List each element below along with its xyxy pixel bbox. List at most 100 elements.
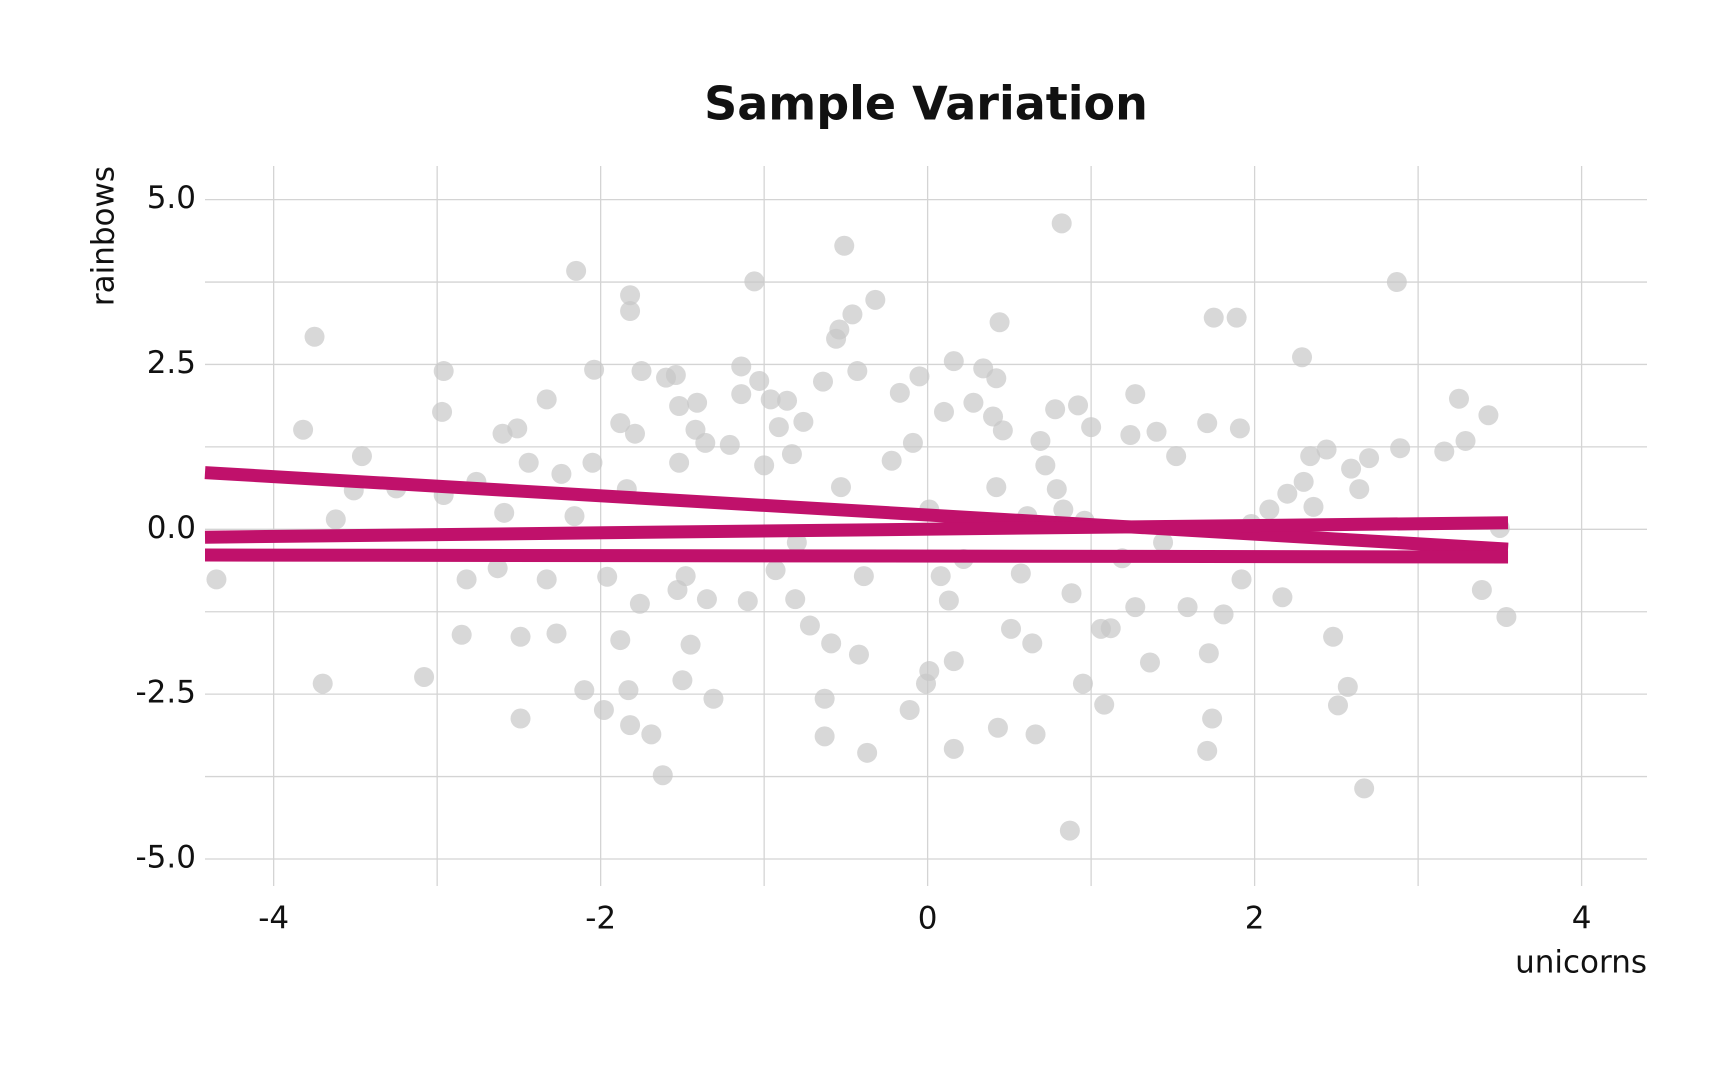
scatter-point (432, 401, 453, 422)
scatter-point (1354, 778, 1375, 799)
scatter-point (546, 623, 567, 644)
y-axis-label: rainbows (86, 166, 122, 306)
x-tick-label: 2 (1245, 901, 1265, 937)
scatter-point (1125, 597, 1146, 618)
scatter-point (731, 384, 752, 405)
scatter-point (1030, 430, 1051, 451)
scatter-point (1001, 618, 1022, 639)
x-tick-label: 0 (918, 901, 938, 937)
x-tick-label: -2 (585, 901, 616, 937)
scatter-point (865, 289, 886, 310)
scatter-point (853, 566, 874, 587)
scatter-point (414, 666, 435, 687)
scatter-point (1068, 395, 1089, 416)
scatter-point (610, 630, 631, 651)
scatter-point (983, 406, 1004, 427)
scatter-point (881, 450, 902, 471)
scatter-point (1046, 479, 1067, 500)
scatter-point (1448, 388, 1469, 409)
scatter-point (899, 699, 920, 720)
x-tick-label: 4 (1572, 901, 1592, 937)
scatter-point (847, 361, 868, 382)
scatter-point (1197, 740, 1218, 761)
scatter-point (494, 502, 515, 523)
scatter-point (325, 509, 346, 530)
scatter-point (1010, 563, 1031, 584)
scatter-point (1226, 307, 1247, 328)
y-tick-label: -2.5 (136, 675, 197, 711)
scatter-point (781, 444, 802, 465)
scatter-point (669, 452, 690, 473)
scatter-point (829, 319, 850, 340)
scatter-point (510, 708, 531, 729)
scatter-point (1434, 441, 1455, 462)
regression-line (204, 516, 1509, 544)
scatter-point (593, 699, 614, 720)
scatter-point (695, 432, 716, 453)
scatter-point (669, 396, 690, 416)
scatter-point (510, 626, 531, 647)
scatter-point (574, 680, 595, 701)
scatter-point (1386, 272, 1407, 293)
scatter-point (1213, 604, 1234, 625)
scatter-point (507, 418, 528, 439)
scatter-point (1051, 213, 1072, 234)
scatter-point (620, 715, 641, 736)
scatter-point (943, 651, 964, 672)
scatter-point (1272, 587, 1293, 608)
scatter-point (1177, 597, 1198, 618)
scatter-point (703, 688, 724, 709)
scatter-point (1081, 417, 1102, 438)
scatter-point (680, 634, 701, 655)
scatter-point (1022, 633, 1043, 654)
scatter-point (737, 591, 758, 612)
scatter-point (919, 661, 940, 682)
scatter-point (566, 260, 587, 281)
scatter-point (1478, 405, 1499, 426)
scatter-point (777, 390, 798, 411)
scatter-point (1496, 606, 1517, 627)
scatter-point (989, 312, 1010, 333)
scatter-point (610, 413, 631, 434)
scatter-point (665, 365, 686, 386)
scatter-point (857, 742, 878, 763)
scatter-point (731, 356, 752, 377)
scatter-point (351, 446, 372, 467)
scatter-point (1471, 579, 1492, 600)
scatter-point (451, 624, 472, 645)
scatter-point (433, 361, 454, 382)
scatter-point (629, 593, 650, 614)
scatter-point (1166, 446, 1187, 467)
y-tick-label: 5.0 (147, 180, 196, 216)
scatter-point (1120, 425, 1141, 446)
scatter-point (813, 371, 833, 392)
scatter-point (293, 419, 314, 440)
scatter-point (551, 463, 572, 484)
scatter-point (933, 401, 954, 422)
scatter-point (986, 477, 1007, 498)
scatter-point (1025, 724, 1046, 745)
scatter-point (641, 724, 662, 745)
scatter-point (1349, 479, 1370, 500)
scatter-point (1328, 695, 1348, 716)
scatter-point (1198, 643, 1219, 664)
scatter-point (518, 452, 539, 473)
scatter-point (1061, 583, 1082, 604)
scatter-point (1390, 438, 1411, 459)
scatter-point (631, 361, 652, 382)
y-tick-label: -5.0 (136, 839, 197, 875)
scatter-point (1229, 418, 1250, 439)
scatter-point (842, 304, 863, 325)
scatter-point (1125, 384, 1146, 405)
scatter-point (206, 569, 227, 590)
scatter-point (938, 590, 959, 611)
scatter-point (799, 615, 820, 636)
scatter-point (312, 673, 333, 694)
scatter-point (1059, 820, 1080, 841)
scatter-point (1455, 430, 1476, 451)
scatter-point (597, 566, 618, 587)
scatter-point (652, 765, 673, 786)
scatter-point (672, 670, 693, 691)
scatter-point (830, 477, 851, 498)
